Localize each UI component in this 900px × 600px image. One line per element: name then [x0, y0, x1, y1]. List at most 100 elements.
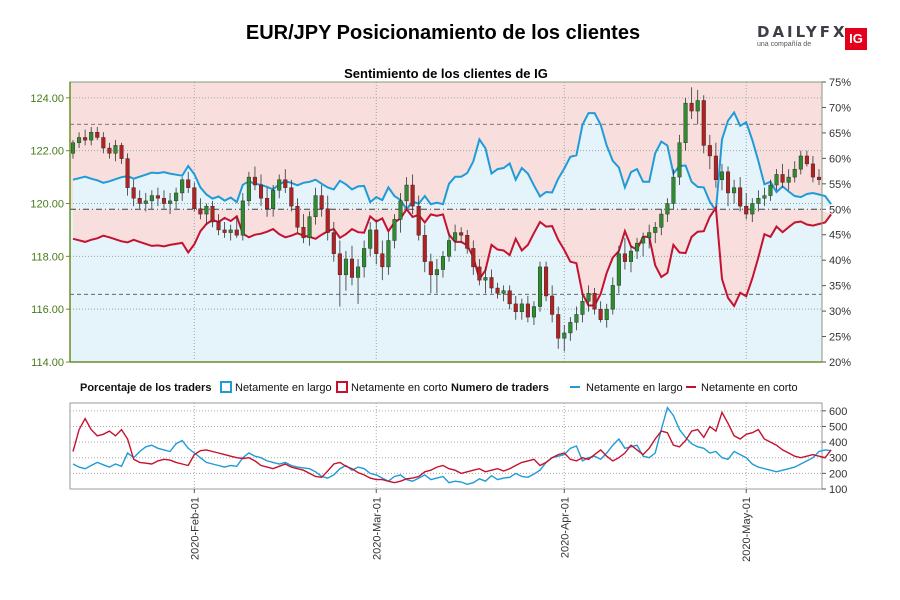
candle-body: [616, 253, 621, 286]
candle-body: [240, 200, 245, 236]
candle-body: [222, 229, 227, 233]
candle-body: [258, 184, 264, 199]
candle-body: [101, 137, 106, 149]
x-tick-label: 2020-Mar-01: [371, 497, 383, 560]
right-tick-label: 70%: [829, 102, 851, 114]
bottom-tick-label: 600: [829, 406, 847, 418]
left-tick-label: 114.00: [31, 357, 64, 369]
candle-body: [756, 198, 761, 204]
candle-body: [362, 248, 367, 268]
right-tick-label: 45%: [829, 230, 851, 242]
logo-word: DAILYFX: [757, 23, 848, 41]
candle-body: [416, 205, 421, 236]
legend-left-title: Porcentaje de los traders: [80, 382, 211, 394]
candle-body: [810, 163, 815, 178]
legend-long-label: Netamente en largo: [235, 382, 332, 394]
left-tick-label: 118.00: [31, 251, 64, 263]
candle-body: [744, 205, 749, 215]
candle-body: [271, 190, 276, 209]
right-tick-label: 35%: [829, 281, 851, 293]
net-long-line: [72, 110, 832, 214]
candle-body: [313, 195, 318, 217]
candle-body: [337, 253, 342, 276]
candle-body: [471, 248, 476, 268]
left-tick-label: 122.00: [30, 146, 64, 158]
candle-body: [537, 266, 543, 307]
logo-subtitle: una compañía de: [757, 41, 812, 48]
right-tick-label: 20%: [829, 357, 851, 369]
candle-body: [501, 290, 506, 294]
x-tick-label: 2020-May-01: [741, 497, 753, 562]
net-short-line: [72, 204, 832, 308]
candle-body: [265, 198, 270, 209]
candle-body: [434, 269, 439, 276]
candle-body: [768, 184, 773, 196]
candle-body: [107, 147, 112, 154]
candle-body: [507, 290, 512, 305]
candle-body: [246, 176, 251, 202]
candle-body: [483, 277, 488, 281]
x-tick-label: 2020-Apr-01: [559, 497, 571, 558]
candle-body: [459, 232, 464, 236]
candle-body: [198, 208, 203, 215]
candle-body: [804, 155, 809, 165]
candle-body: [447, 240, 452, 257]
candle-body: [531, 306, 536, 318]
candle-body: [295, 205, 300, 228]
candle-body: [374, 229, 379, 254]
candle-body: [653, 227, 658, 233]
candle-body: [234, 229, 239, 236]
dailyfx-logo: DAILYFX una compañía de IG: [757, 22, 869, 50]
right-tick-label: 40%: [829, 255, 851, 267]
candle-body: [556, 314, 561, 339]
legend-right-short-label: Netamente en corto: [701, 382, 798, 394]
candle-body: [204, 205, 209, 215]
candle-body: [671, 176, 676, 204]
candle-body: [750, 203, 755, 215]
candle-body: [228, 229, 233, 233]
candle-body: [762, 195, 767, 199]
candle-body: [677, 142, 682, 178]
right-tick-label: 65%: [829, 128, 851, 140]
candle-body: [192, 187, 197, 209]
right-tick-label: 55%: [829, 179, 851, 191]
candle-body: [113, 145, 118, 154]
candle-body: [592, 293, 597, 310]
candle-body: [695, 100, 700, 112]
bottom-panel-frame: [69, 402, 823, 490]
candle-body: [453, 232, 458, 241]
candle-body: [398, 200, 403, 220]
candle-body: [489, 277, 494, 289]
candle-body: [95, 131, 100, 138]
long-area-fill: [73, 112, 832, 210]
candle-body: [70, 142, 76, 154]
candle-body: [622, 253, 627, 262]
page-title: EUR/JPY Posicionamiento de los clientes: [245, 22, 641, 44]
candle-body: [738, 187, 743, 207]
candle-body: [786, 176, 791, 183]
candle-body: [568, 322, 573, 334]
traders-long-line: [72, 406, 832, 486]
candle-body: [174, 192, 179, 202]
candle-body: [289, 187, 294, 207]
candle-body: [780, 174, 785, 183]
candle-body: [428, 261, 433, 276]
candle-body: [168, 200, 173, 204]
candle-body: [713, 155, 718, 180]
candle-body: [580, 301, 585, 315]
candle-body: [422, 235, 427, 262]
bottom-tick-label: 300: [829, 453, 847, 465]
candle-body: [83, 137, 88, 141]
candle-body: [604, 308, 609, 320]
candle-body: [544, 266, 549, 297]
candle-body: [635, 242, 640, 252]
candle-body: [641, 237, 646, 244]
candle-body: [774, 174, 779, 186]
bottom-tick-label: 500: [829, 421, 847, 433]
candle-body: [689, 102, 694, 112]
candle-body: [792, 168, 797, 178]
candle-body: [77, 137, 82, 143]
candle-body: [495, 287, 500, 294]
candle-body: [143, 200, 148, 204]
candle-body: [562, 332, 567, 339]
